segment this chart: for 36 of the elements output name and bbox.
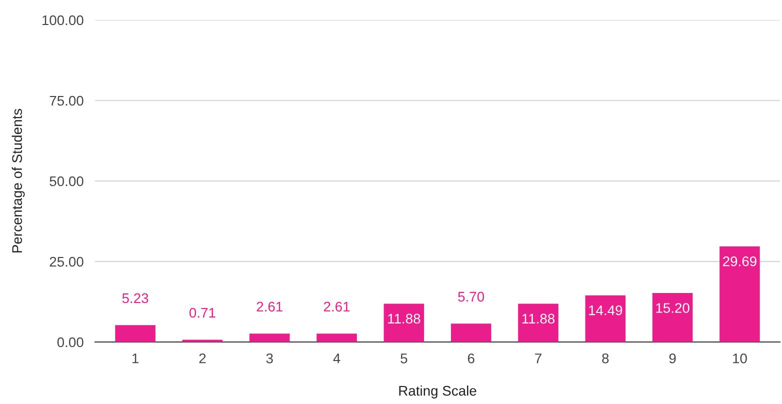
x-tick-label: 1: [132, 354, 138, 364]
data-label: 5.23: [122, 293, 148, 304]
bar: [652, 293, 693, 342]
bar: [249, 334, 290, 342]
data-label: 11.88: [388, 314, 420, 324]
data-label: 15.20: [656, 303, 690, 313]
data-label: 11.88: [522, 314, 554, 324]
x-tick-label: 3: [266, 353, 273, 364]
bar: [518, 304, 558, 342]
data-label: 5.70: [458, 292, 484, 302]
data-label: 0.71: [189, 308, 216, 318]
bar: [585, 295, 626, 342]
x-tick-label: 2: [199, 353, 206, 364]
y-tick-label: 50.00: [50, 176, 84, 186]
bar: [450, 324, 492, 342]
x-tick-label: 8: [602, 353, 609, 364]
x-tick-label: 6: [468, 353, 474, 364]
x-tick-label: 7: [535, 354, 542, 364]
data-label: 29.69: [723, 256, 756, 266]
bar: [115, 325, 156, 342]
data-label: 2.61: [324, 302, 350, 312]
y-tick-label: 75.00: [50, 96, 84, 106]
y-tick-label: 100.00: [42, 15, 84, 26]
bar: [720, 246, 760, 342]
y-tick-label: 25.00: [50, 256, 84, 267]
x-tick-label: 9: [669, 353, 676, 364]
x-tick-label: 10: [733, 353, 747, 364]
y-axis-title: Percentage of Students: [12, 108, 25, 252]
x-tick-label: 5: [400, 354, 408, 364]
data-label: 2.61: [256, 302, 282, 312]
y-tick-label: 0.00: [57, 337, 84, 348]
bar: [384, 304, 424, 342]
x-axis-title: Rating Scale: [399, 386, 476, 398]
x-tick-label: 4: [333, 354, 340, 364]
data-label: 14.49: [589, 305, 622, 316]
bar: [316, 334, 357, 342]
